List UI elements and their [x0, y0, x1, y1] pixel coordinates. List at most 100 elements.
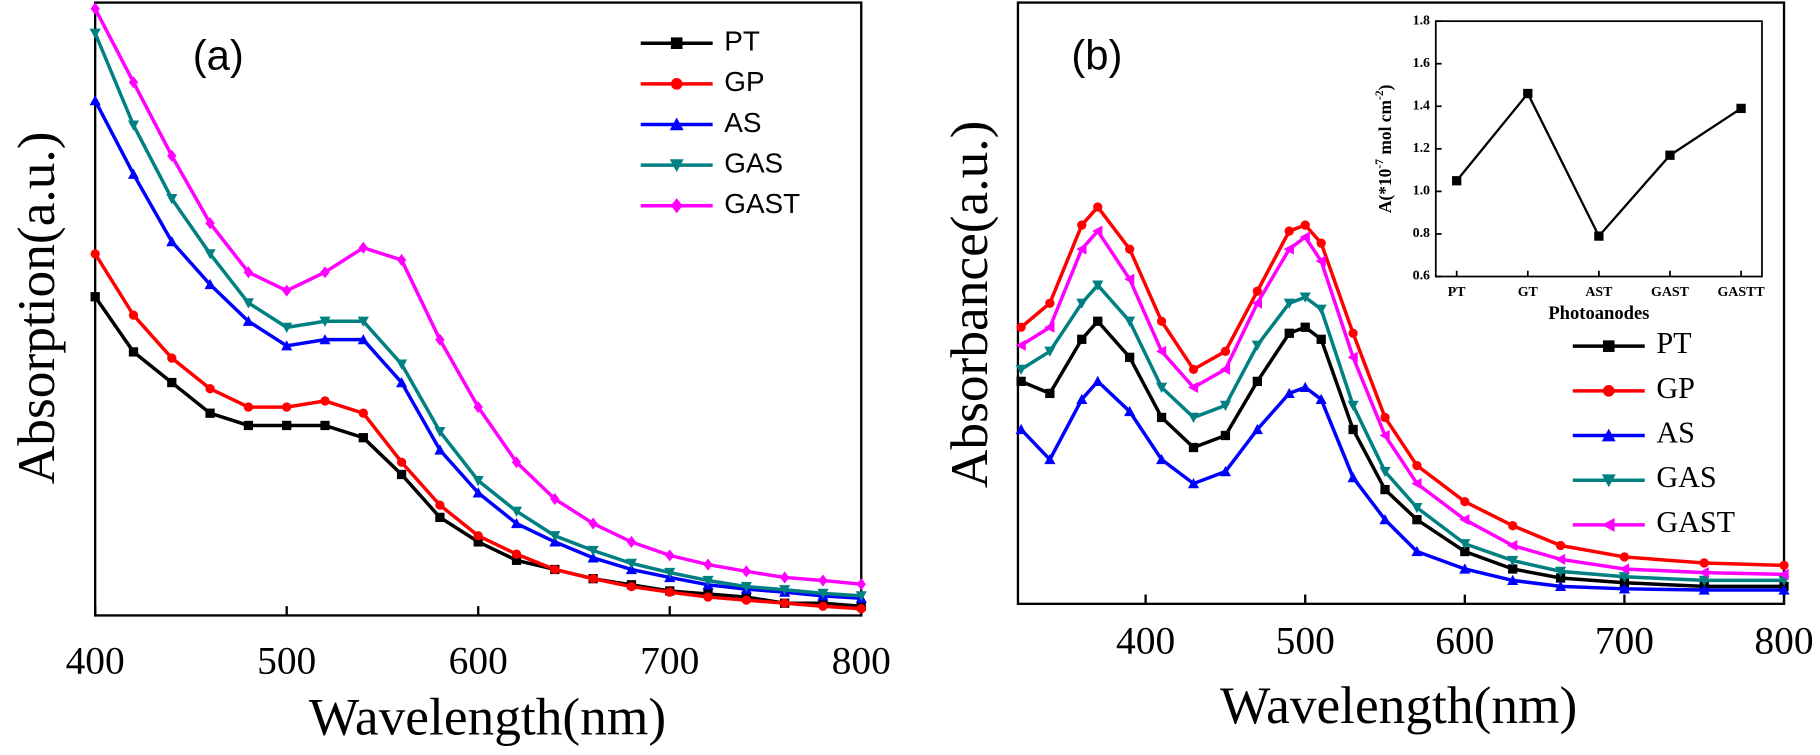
marker — [396, 253, 407, 267]
marker — [1459, 563, 1471, 574]
y-tick-label: 1.8 — [1413, 13, 1430, 28]
marker — [127, 168, 140, 179]
legend-label: PT — [724, 26, 760, 57]
marker — [204, 278, 216, 290]
marker — [1698, 575, 1710, 586]
marker — [1156, 453, 1168, 465]
marker — [1188, 364, 1199, 374]
panel-label: (b) — [1071, 31, 1122, 78]
y-tick-label: 1.6 — [1413, 56, 1430, 71]
marker — [1251, 297, 1262, 309]
x-tick-label: 600 — [1435, 619, 1494, 663]
marker — [1507, 574, 1519, 586]
x-tick-label: AST — [1585, 285, 1613, 300]
marker — [740, 581, 752, 593]
legend-label: AS — [724, 107, 761, 138]
marker — [549, 531, 561, 542]
marker — [358, 433, 368, 443]
marker — [358, 408, 368, 418]
marker — [1379, 429, 1390, 442]
marker — [1460, 546, 1470, 557]
y-axis-label: A(*10-7 mol cm-2) — [1373, 84, 1395, 213]
marker — [1619, 578, 1630, 588]
marker — [1459, 539, 1471, 550]
marker — [166, 194, 178, 205]
marker — [626, 535, 637, 548]
marker — [319, 316, 331, 327]
marker — [1736, 103, 1746, 114]
series-line — [93, 252, 862, 611]
marker — [358, 241, 368, 254]
marker — [741, 595, 751, 605]
x-tick-label: GAST — [1651, 285, 1690, 300]
marker — [1594, 231, 1604, 241]
marker — [243, 266, 254, 279]
marker — [243, 402, 254, 412]
marker — [1618, 563, 1630, 575]
series-line — [93, 295, 862, 608]
marker — [90, 249, 100, 259]
marker — [1045, 388, 1055, 399]
marker — [320, 266, 330, 279]
x-tick-label: 400 — [1116, 619, 1175, 663]
marker — [1299, 231, 1310, 243]
marker — [1347, 351, 1358, 363]
marker — [435, 333, 445, 346]
marker — [626, 581, 637, 592]
marker — [818, 574, 828, 587]
marker — [1508, 521, 1518, 531]
legend-marker — [1602, 340, 1615, 352]
legend-label: GAS — [724, 147, 783, 178]
marker — [90, 292, 100, 302]
marker — [1016, 376, 1026, 387]
marker — [1380, 412, 1390, 423]
marker — [1015, 364, 1027, 375]
x-tick-label: GASTT — [1717, 285, 1765, 300]
marker — [1348, 424, 1358, 435]
marker — [166, 236, 178, 247]
marker — [665, 587, 675, 597]
marker — [1044, 321, 1055, 333]
legend-marker — [1602, 385, 1615, 397]
marker — [128, 76, 139, 89]
marker — [1124, 273, 1135, 285]
marker — [1092, 280, 1104, 291]
marker — [1016, 322, 1026, 332]
marker — [167, 377, 177, 388]
marker — [1555, 573, 1566, 583]
marker — [281, 322, 293, 333]
marker — [588, 517, 598, 530]
marker — [205, 408, 215, 418]
marker — [1698, 584, 1710, 595]
marker — [625, 558, 637, 569]
marker — [1665, 150, 1675, 160]
marker — [1459, 514, 1470, 526]
marker — [167, 353, 177, 363]
marker — [1618, 583, 1630, 594]
y-axis-label-part: -7 — [1373, 159, 1386, 169]
marker — [1619, 552, 1630, 562]
marker — [1252, 376, 1262, 387]
marker — [703, 592, 713, 602]
y-axis-label: Absorption(a.u.) — [6, 131, 66, 484]
marker — [1188, 442, 1199, 453]
marker — [1124, 316, 1136, 327]
marker — [1698, 567, 1709, 579]
marker — [1347, 472, 1359, 483]
marker — [510, 517, 523, 529]
marker — [511, 456, 522, 469]
marker — [1299, 381, 1311, 393]
legend-marker — [669, 159, 684, 173]
marker — [357, 334, 369, 345]
x-tick-label: 400 — [66, 638, 125, 682]
marker — [1187, 478, 1200, 489]
marker — [1251, 423, 1263, 435]
legend-marker — [1601, 428, 1616, 442]
marker — [1507, 555, 1519, 567]
x-tick-label: 800 — [1754, 619, 1813, 663]
x-axis-label: Wavelength(nm) — [1220, 675, 1577, 735]
marker — [1076, 243, 1087, 255]
marker — [242, 298, 254, 309]
marker — [511, 549, 522, 559]
